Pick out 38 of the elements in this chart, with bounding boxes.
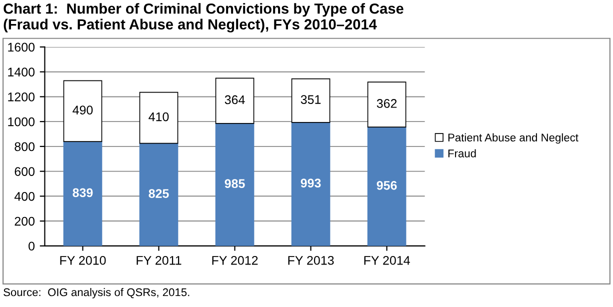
legend-label: Patient Abuse and Neglect: [448, 133, 578, 144]
x-tick-label: FY 2011: [136, 256, 182, 265]
data-label: 351: [300, 95, 321, 104]
y-tick-label: 200: [14, 216, 35, 226]
data-label: 993: [300, 178, 321, 188]
data-label: 956: [376, 180, 397, 190]
x-tick-label: FY 2013: [288, 256, 334, 265]
data-label: 364: [224, 95, 245, 104]
y-tick-label: 600: [14, 167, 35, 176]
y-tick-label: 0: [28, 242, 35, 251]
data-label: 985: [224, 179, 245, 188]
data-label: 490: [72, 106, 93, 114]
y-tick-label: 1600: [8, 42, 35, 52]
x-tick-label: FY 2014: [364, 256, 410, 265]
y-tick-label: 400: [14, 192, 35, 201]
x-tick-label: FY 2012: [212, 256, 258, 265]
bar: [215, 123, 254, 246]
x-tick-label: FY 2010: [60, 256, 106, 265]
chart-title: Chart 1: Number of Criminal Convictions by Type of Case (Fraud vs. Patient Abuse and Neglect), FYs 2010–2014: [4, 3, 404, 32]
bar: [63, 141, 102, 246]
data-label: 362: [376, 99, 397, 108]
y-tick-label: 800: [14, 142, 35, 152]
bar: [139, 92, 178, 144]
y-tick-label: 1400: [8, 68, 35, 76]
bar: [63, 80, 102, 142]
legend-label: Fraud: [448, 149, 476, 158]
data-label: 825: [148, 189, 169, 198]
data-label: 839: [72, 188, 93, 198]
data-label: 410: [148, 112, 169, 122]
bar: [291, 122, 330, 246]
y-tick-label: 1200: [8, 92, 35, 102]
bar: [367, 126, 406, 246]
bar: [215, 78, 254, 124]
source-note: Source: OIG analysis of QSRs, 2015.: [4, 288, 190, 298]
y-tick-label: 1000: [8, 117, 35, 126]
bar: [291, 78, 330, 123]
bar: [367, 82, 406, 128]
bar: [139, 142, 178, 246]
